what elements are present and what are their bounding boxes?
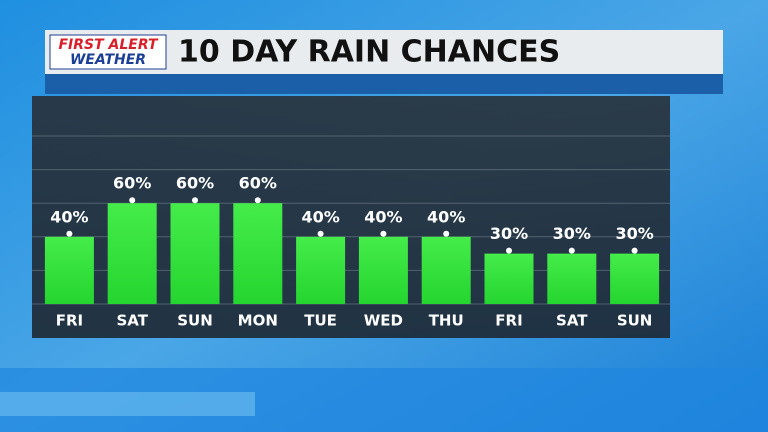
bar-marker (443, 230, 450, 237)
x-tick-label: SAT (556, 312, 588, 330)
x-tick-label: MON (238, 312, 278, 330)
logo-box (49, 34, 167, 70)
chart-title: 10 DAY RAIN CHANCES (178, 35, 560, 70)
value-label: 40% (301, 207, 339, 226)
value-label: 60% (113, 174, 151, 193)
bar (610, 253, 660, 304)
x-tick-label: SAT (116, 312, 148, 330)
bar-marker (568, 247, 575, 254)
logo-bottom: WEATHER (70, 52, 146, 68)
x-tick-label: FRI (56, 312, 83, 330)
bar (170, 203, 220, 304)
value-label: 40% (50, 207, 88, 226)
bar-marker (506, 247, 512, 254)
value-label: 30% (615, 224, 653, 243)
value-label: 30% (553, 224, 591, 243)
bar-marker (66, 230, 73, 237)
bar (421, 236, 471, 304)
value-label: 40% (364, 207, 402, 226)
bar-marker (254, 197, 261, 204)
bar (44, 236, 94, 304)
bar-marker (380, 230, 387, 237)
x-tick-label: SUN (177, 312, 213, 330)
title-bar-shadow (45, 74, 723, 94)
background-band (0, 392, 255, 416)
x-tick-label: SUN (617, 312, 653, 330)
bar (547, 253, 597, 304)
value-label: 30% (490, 224, 528, 243)
x-tick-label: TUE (304, 312, 337, 330)
value-label: 60% (176, 174, 214, 193)
bar-marker (631, 247, 638, 254)
bar (296, 236, 346, 304)
bar (233, 203, 283, 304)
logo-top: FIRST ALERT (58, 37, 159, 53)
bar (107, 203, 157, 304)
bar-marker (317, 230, 324, 237)
value-label: 40% (427, 207, 465, 226)
x-tick-label: WED (364, 312, 403, 330)
bar (484, 253, 534, 304)
bar (358, 236, 408, 304)
x-tick-label: FRI (495, 312, 522, 330)
bar-marker (129, 197, 136, 204)
bar-marker (192, 197, 198, 204)
x-tick-label: THU (429, 312, 464, 330)
value-label: 60% (239, 174, 277, 193)
